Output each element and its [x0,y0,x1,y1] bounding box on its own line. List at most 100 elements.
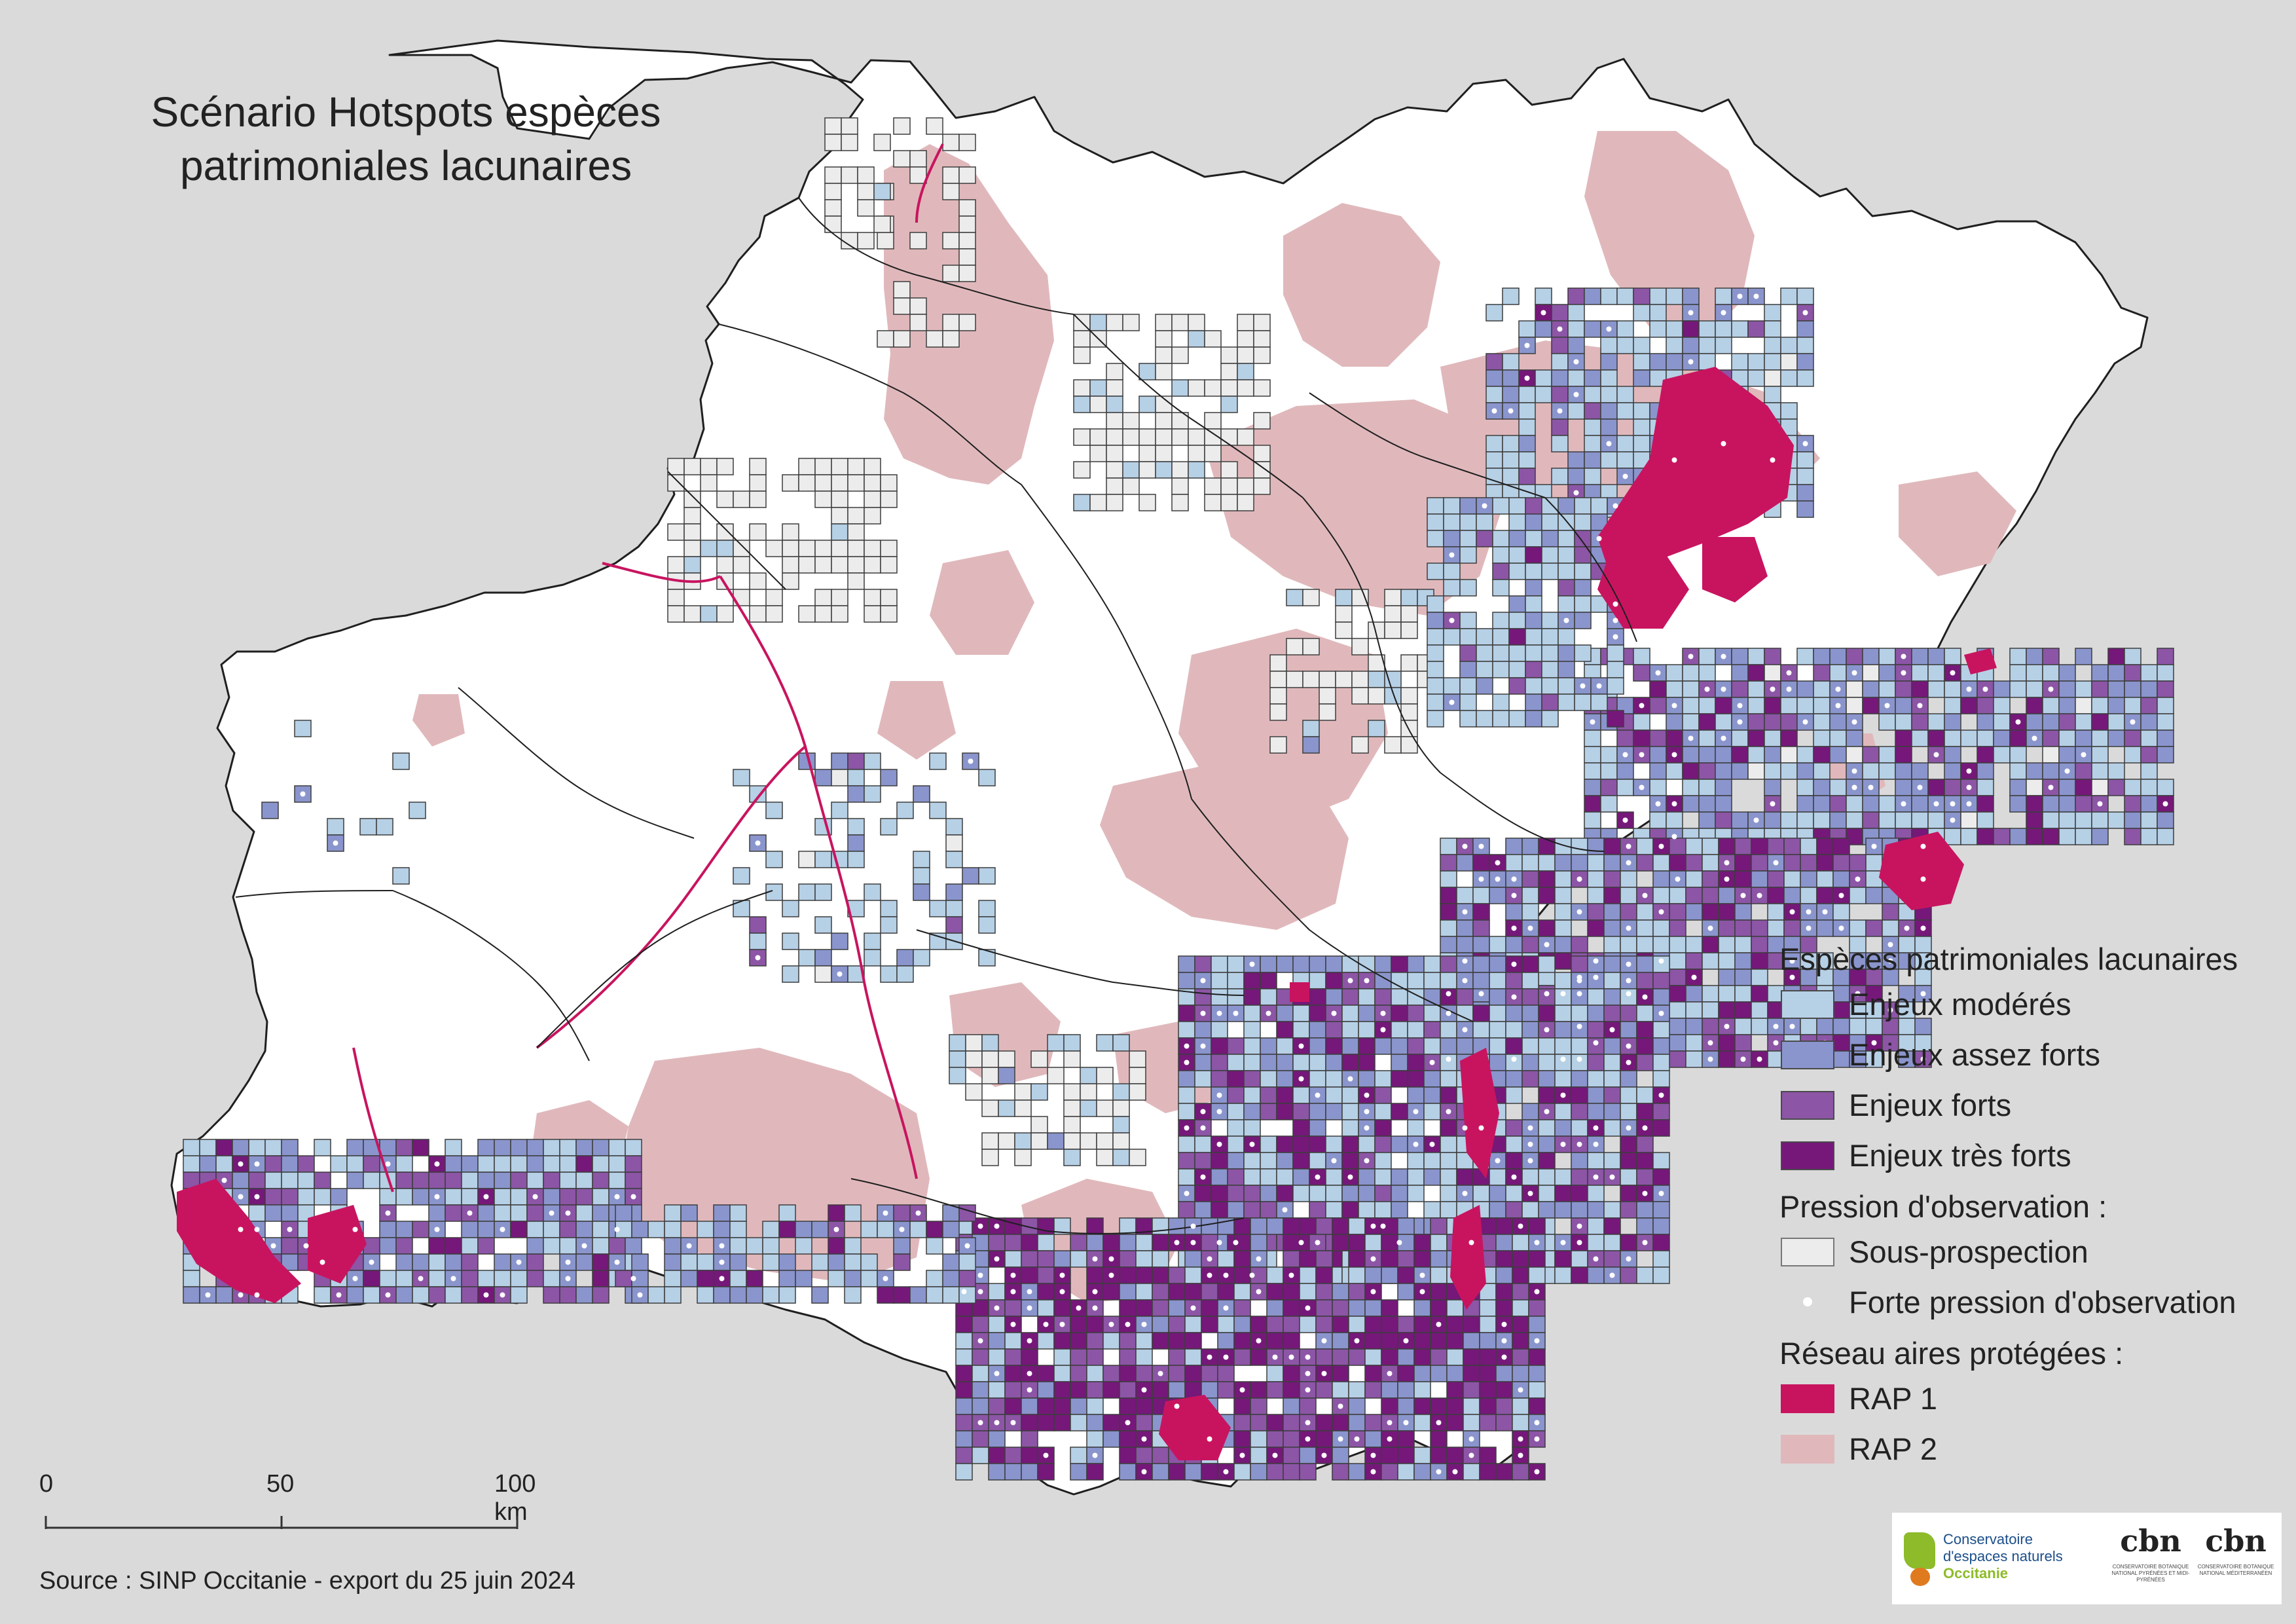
grid-cell [1800,838,1817,855]
grid-cell [1587,870,1605,888]
grid-cell [1747,680,1765,698]
grid-cell [1567,468,1585,485]
scale-bar: 0 50 100 km [39,1470,537,1542]
grid-cell [412,1139,429,1156]
grid-cell [831,589,848,606]
grid-cell [942,166,960,184]
grid-cell [847,818,865,836]
grid-cell [1053,1397,1071,1415]
grid-cell [1607,644,1624,662]
grid-cell [1751,854,1768,872]
grid-cell [1364,1234,1382,1251]
grid-cell [1440,936,1457,953]
grid-cell [749,474,767,492]
grid-cell [1702,838,1719,855]
grid-cell [510,1172,528,1189]
grid-cell [1211,988,1228,1006]
grid-cell [2157,729,2174,747]
pressure-dot [1626,843,1631,849]
grid-cell [1407,1185,1425,1202]
grid-cell [1800,969,1817,986]
grid-cell [2075,828,2092,845]
grid-cell [782,932,799,950]
rap1-zone [1964,648,1997,674]
grid-cell [667,589,685,606]
source-credit: Source : SINP Occitanie - export du 25 j… [39,1567,575,1595]
pressure-dot [352,1276,358,1282]
grid-cell [1495,1266,1513,1284]
grid-cell [1070,1381,1087,1399]
grid-cell [2075,713,2092,731]
grid-cell [1178,1005,1195,1022]
grid-cell [1558,563,1575,580]
grid-cell [893,1286,911,1304]
grid-cell [1276,1152,1294,1170]
pressure-dot [1298,1240,1304,1246]
grid-cell [1292,1168,1310,1186]
grid-cell [1584,762,1601,780]
grid-cell [1502,435,1520,452]
pressure-dot [1609,1272,1615,1278]
grid-cell [778,1253,796,1271]
grid-cell [1472,1185,1490,1202]
grid-cell [2107,779,2125,796]
grid-cell [2091,664,2109,682]
grid-cell [1652,887,1670,904]
grid-cell [1004,1381,1022,1399]
grid-cell [2107,664,2125,682]
grid-cell [526,1172,544,1189]
grid-cell [1587,1185,1605,1202]
grid-cell [926,1286,943,1304]
grid-cell [428,1286,446,1304]
pressure-dot [1596,536,1602,542]
pressure-dot [1190,1240,1196,1246]
grid-cell [1037,1266,1055,1284]
grid-cell [1463,1414,1480,1431]
grid-cell [945,834,963,852]
grid-cell [1522,903,1539,921]
grid-cell [1211,1037,1228,1055]
grid-cell [1492,628,1510,646]
grid-cell [824,117,842,135]
grid-cell [1358,988,1376,1006]
grid-cell [1977,697,1994,714]
grid-cell [824,199,842,217]
grid-cell [877,330,894,348]
grid-cell [1522,955,1539,973]
grid-cell [1633,304,1650,322]
grid-cell [782,965,799,983]
grid-cell [1535,386,1552,403]
department-boundary [392,890,590,1061]
grid-cell [1783,838,1801,855]
grid-cell [1558,530,1575,547]
grid-cell [1004,1234,1022,1251]
grid-cell [1381,1234,1398,1251]
pressure-dot [1501,1338,1507,1344]
grid-cell [893,1204,911,1222]
grid-cell [1512,1266,1529,1284]
pressure-dot [1560,1056,1566,1062]
pressure-dot [1534,1240,1540,1246]
grid-cell [1276,1086,1294,1104]
grid-cell [1636,936,1654,953]
grid-cell [1463,1332,1480,1350]
grid-cell [716,556,734,574]
pressure-dot [1740,893,1746,898]
grid-cell [1666,320,1683,338]
pressure-dot [1770,457,1776,463]
grid-cell [1253,477,1271,495]
grid-cell [1865,1050,1883,1068]
grid-cell [1037,1332,1055,1350]
grid-cell [880,769,898,786]
grid-cell [2026,779,2043,796]
grid-cell [1233,1266,1251,1284]
grid-cell [1829,664,1847,682]
grid-cell [988,1316,1006,1333]
grid-cell [1211,1021,1228,1039]
grid-cell [1070,1332,1087,1350]
grid-cell [559,1188,577,1206]
pressure-dot [238,1227,244,1232]
legend-item-very-strong: Enjeux très forts [1779,1130,2277,1181]
grid-cell [1584,435,1601,452]
pressure-dot [1920,876,1926,882]
